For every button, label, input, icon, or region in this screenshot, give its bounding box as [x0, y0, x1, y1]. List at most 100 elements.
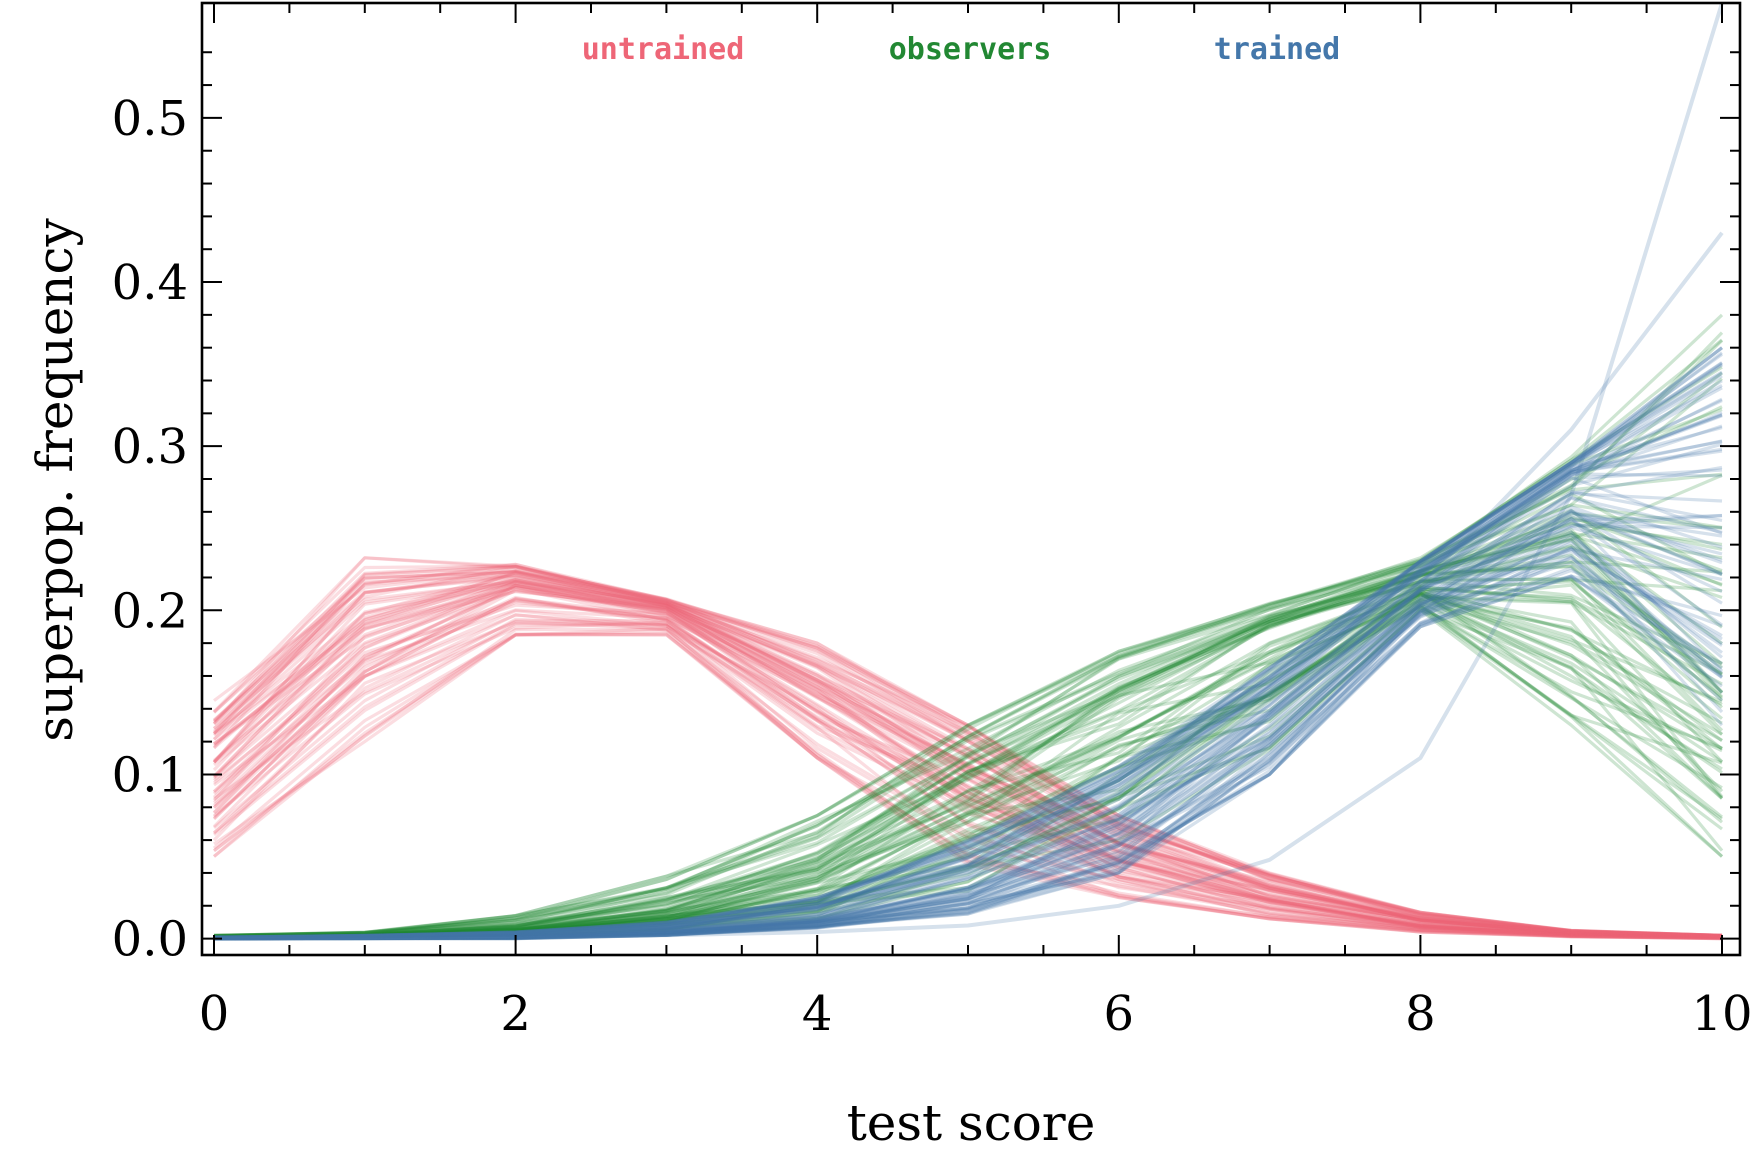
untrained-line	[212, 575, 1723, 938]
untrained-line	[212, 577, 1723, 939]
observers-line	[213, 604, 1723, 940]
observers-line	[213, 371, 1723, 938]
observers-line	[213, 377, 1724, 938]
trained-line	[213, 524, 1723, 941]
trained-line	[213, 511, 1723, 941]
trained-line	[214, 566, 1724, 941]
observers-line	[213, 511, 1723, 939]
trained-line	[213, 468, 1723, 941]
observers-line	[213, 578, 1723, 939]
untrained-line	[212, 609, 1723, 940]
trained-line	[214, 541, 1724, 941]
untrained-line	[212, 585, 1723, 939]
observers-line	[213, 588, 1724, 940]
y-axis-label: superpop. frequency	[26, 217, 84, 741]
observers-line	[213, 538, 1724, 939]
untrained-line	[212, 570, 1723, 938]
trained-outlier-line	[214, 2, 1724, 941]
untrained-line	[212, 584, 1723, 939]
trained-line	[213, 383, 1723, 940]
trained-line	[213, 538, 1723, 941]
untrained-line	[212, 627, 1723, 940]
trained-line	[213, 549, 1723, 941]
legend-label-observers: observers	[889, 32, 1052, 67]
observers-line	[213, 503, 1723, 938]
untrained-line	[212, 595, 1723, 939]
untrained-line	[212, 578, 1723, 938]
trained-line	[213, 370, 1723, 939]
trained-line	[213, 379, 1723, 940]
trained-line	[213, 397, 1723, 940]
observers-line	[213, 339, 1724, 937]
trained-line	[213, 555, 1723, 941]
untrained-line	[212, 632, 1723, 941]
trained-line	[213, 371, 1723, 939]
observers-line	[213, 560, 1723, 939]
observers-line	[213, 594, 1724, 940]
untrained-line	[212, 600, 1723, 939]
untrained-line	[212, 620, 1723, 940]
y-tick-label: 0.0	[112, 912, 188, 968]
untrained-line	[213, 629, 1723, 941]
trained-line	[213, 447, 1723, 940]
x-axis-label: test score	[847, 1094, 1096, 1152]
trained-line	[213, 413, 1723, 940]
trained-line	[213, 465, 1723, 941]
trained-line	[213, 351, 1723, 939]
untrained-line	[212, 556, 1723, 937]
trained-line	[213, 492, 1723, 941]
x-tick-label: 4	[802, 986, 833, 1042]
untrained-line	[212, 569, 1723, 938]
untrained-line	[212, 570, 1723, 937]
observers-line	[213, 564, 1724, 939]
tick-label-layer: 0 2 4 6 8 10 0.0 0.1 0.2 0.3 0.4 0.5	[112, 91, 1753, 1042]
untrained-line	[212, 587, 1723, 939]
observers-line	[213, 593, 1723, 940]
observers-line	[213, 365, 1723, 937]
untrained-line	[212, 585, 1723, 939]
observers-line	[213, 577, 1724, 939]
trained-line	[213, 547, 1723, 941]
untrained-line	[212, 583, 1723, 939]
observers-line	[213, 531, 1723, 939]
trained-line	[213, 560, 1723, 941]
untrained-line	[212, 579, 1723, 939]
observers-line	[213, 508, 1723, 939]
untrained-line	[212, 617, 1723, 939]
observers-line	[213, 600, 1724, 940]
untrained-line	[212, 621, 1723, 940]
x-tick-label: 6	[1104, 986, 1135, 1042]
observers-line	[213, 587, 1724, 939]
tick-layer	[202, 3, 1740, 955]
untrained-line	[212, 599, 1723, 939]
trained-line	[213, 414, 1723, 940]
untrained-line	[213, 633, 1723, 941]
untrained-line	[212, 603, 1723, 939]
observers-line	[213, 580, 1723, 940]
trained-line	[213, 374, 1723, 940]
observers-line	[213, 338, 1723, 938]
trained-line	[213, 574, 1723, 941]
trained-line	[213, 346, 1723, 939]
observers-line	[213, 560, 1723, 939]
trained-line	[213, 575, 1723, 941]
trained-line	[213, 574, 1723, 941]
observers-line	[213, 585, 1723, 940]
trained-line	[213, 495, 1723, 941]
observers-line	[213, 544, 1724, 939]
trained-line	[213, 546, 1724, 941]
untrained-line	[213, 571, 1723, 938]
trained-line	[213, 516, 1724, 941]
untrained-line	[212, 613, 1723, 939]
trained-line	[213, 535, 1723, 941]
trained-line	[213, 426, 1723, 940]
trained-line	[213, 439, 1723, 940]
x-tick-label: 10	[1691, 986, 1752, 1042]
observers-line	[213, 564, 1723, 939]
trained-line	[213, 413, 1723, 940]
trained-line	[213, 386, 1723, 940]
observers-line	[213, 533, 1723, 939]
observers-line	[213, 545, 1723, 939]
